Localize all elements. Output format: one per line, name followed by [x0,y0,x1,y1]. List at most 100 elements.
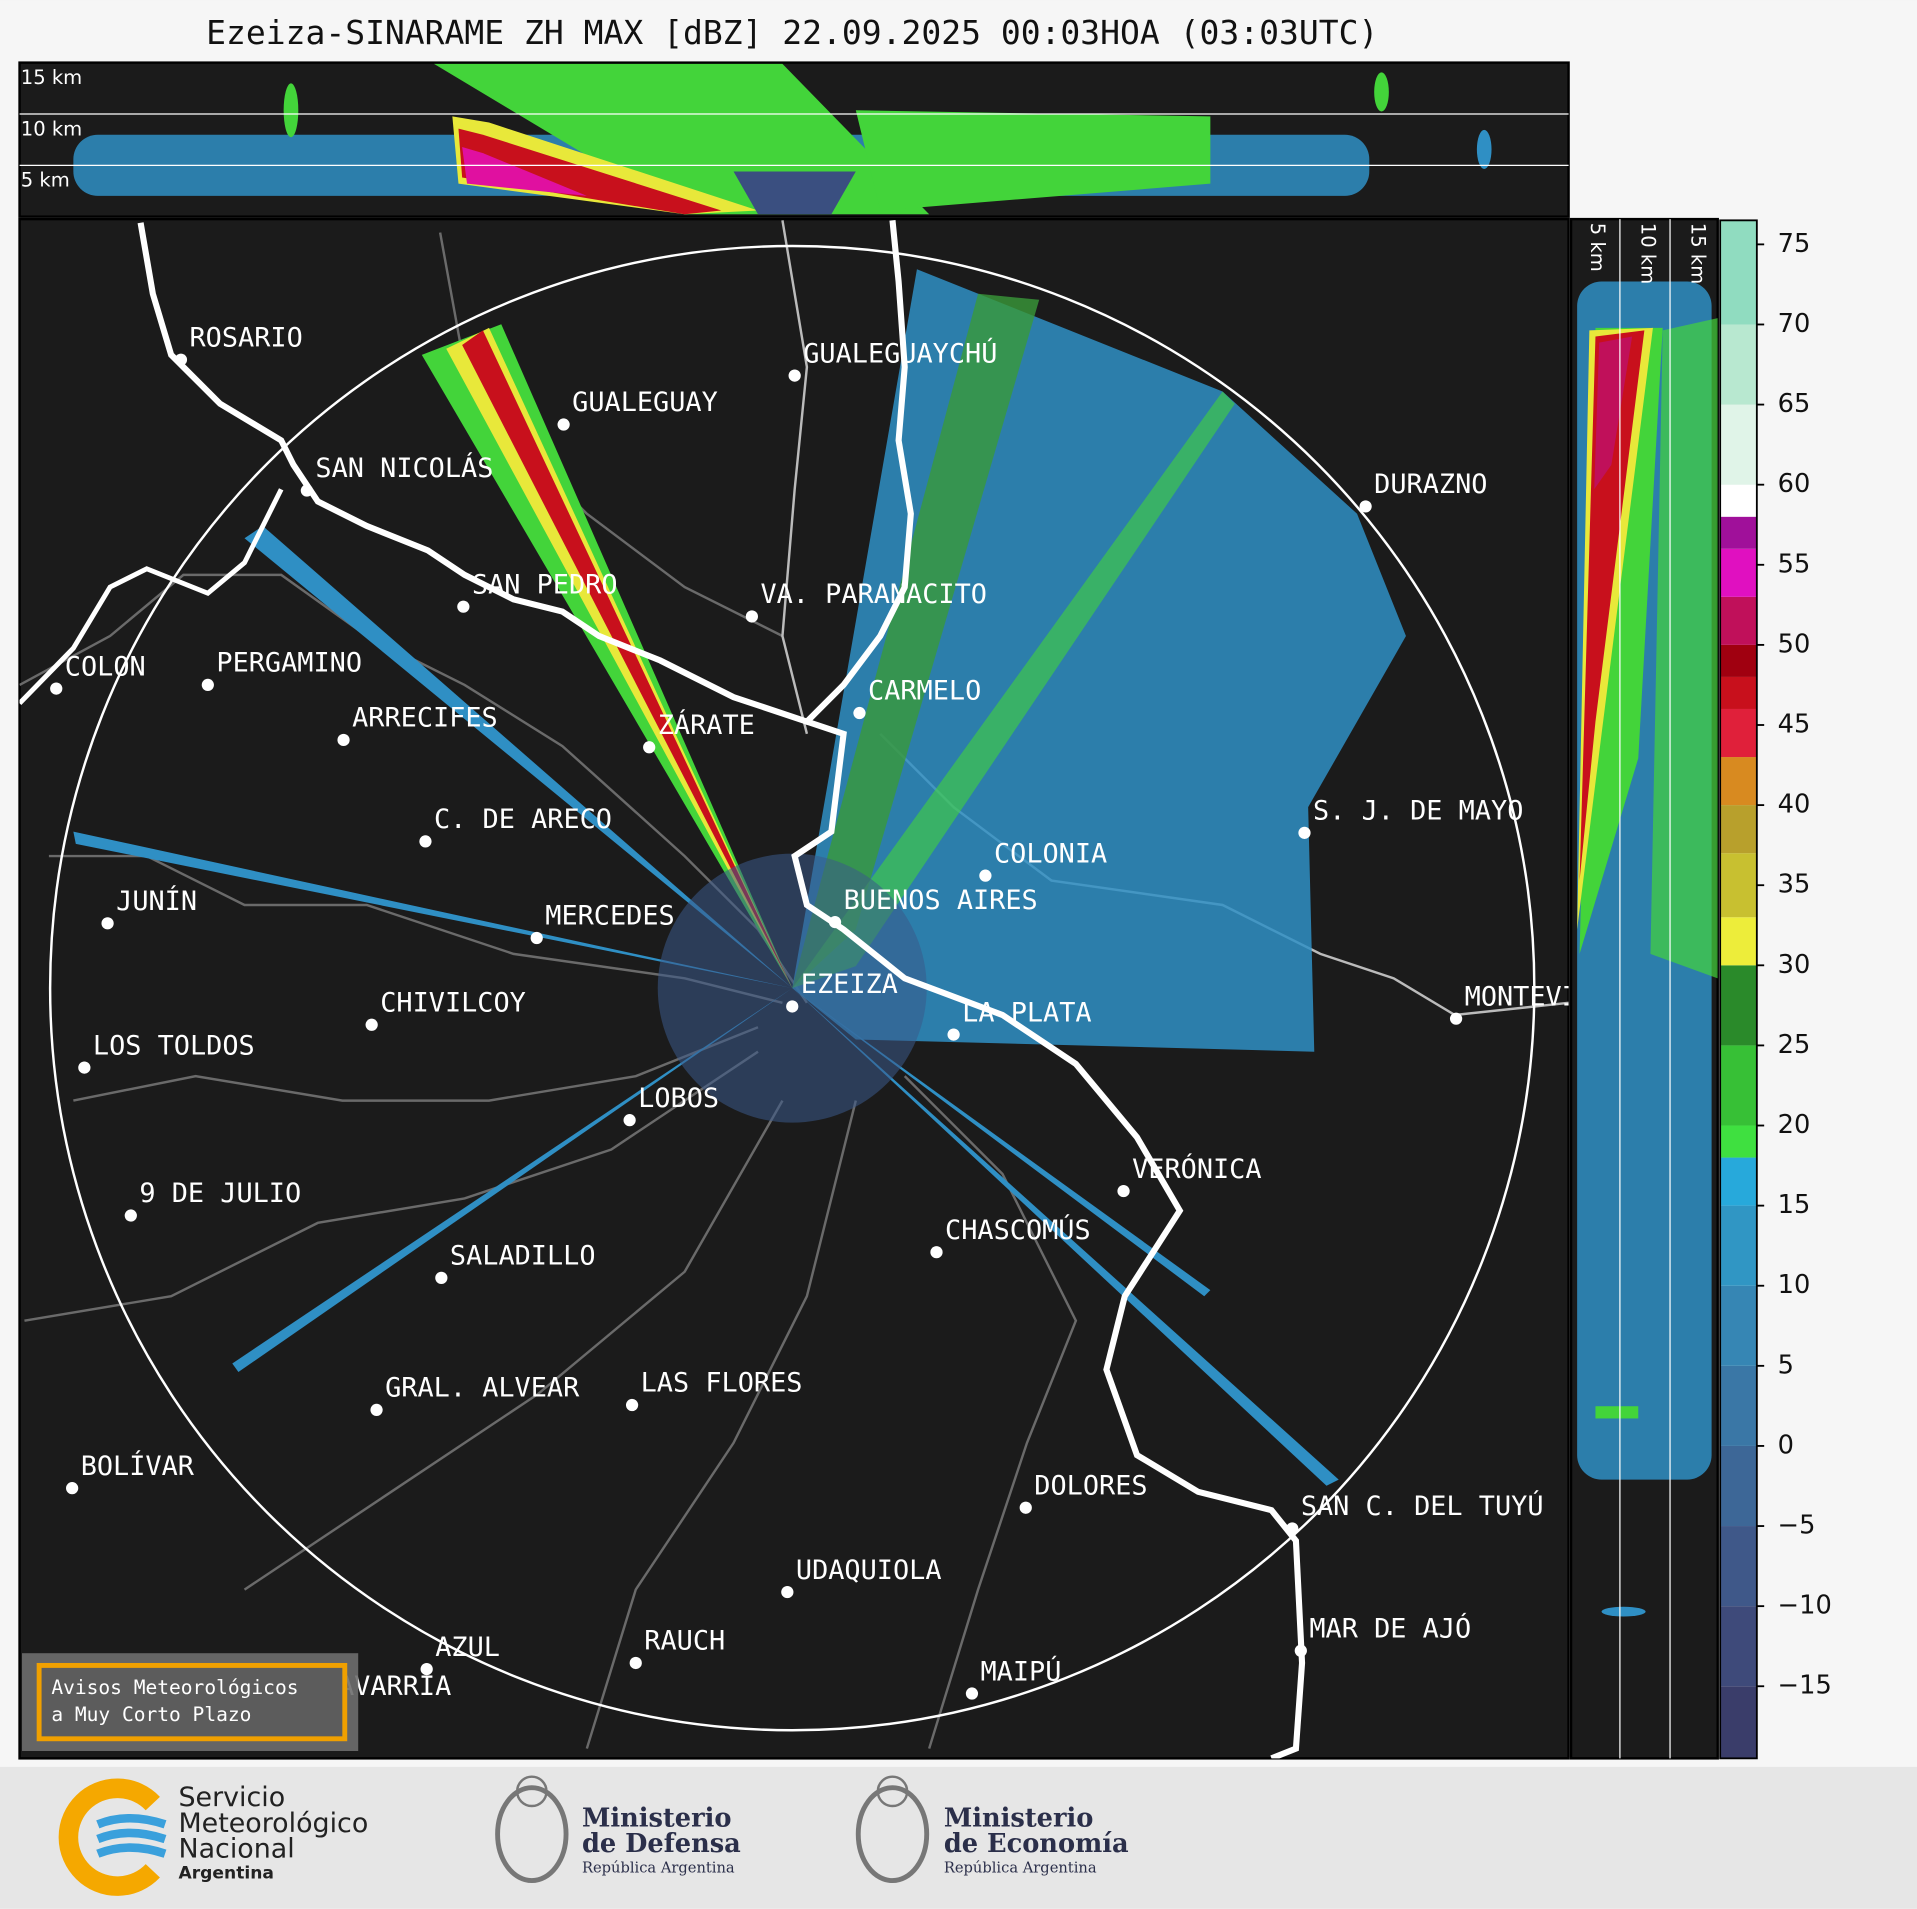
city-label: SAN C. DEL TUYÚ [1301,1490,1544,1522]
logo-text: Ministerio [582,1803,732,1833]
city-label: 9 DE JULIO [139,1178,301,1209]
colorbar-band [1720,596,1757,645]
echoes [73,269,1406,1486]
logo-text: de Economía [944,1829,1129,1859]
city-dot [979,869,992,882]
city-dot [201,678,214,692]
colorbar-band [1720,676,1757,709]
city-label: CHIVILCOY [380,988,526,1019]
city-dot [625,1398,639,1412]
colorbar-tick-label: −5 [1778,1511,1816,1541]
logo-text: Argentina [178,1863,273,1883]
city-dot [557,418,570,431]
city-label: CARMELO [868,676,981,707]
defensa-logo: Ministerio de Defensa República Argentin… [495,1775,741,1884]
colorbar-tick-label: 35 [1778,870,1811,900]
colorbar-tick-label: −10 [1778,1591,1832,1621]
colorbar-band [1720,1365,1757,1446]
city-label: BUENOS AIRES [844,885,1038,916]
logo-text: República Argentina [582,1859,735,1876]
colorbar: −15 −10 −5 0 5 10 15 20 25 30 35 40 45 50 55 60 65 70 75 [1719,219,1832,1760]
colorbar-tick-label: 30 [1778,950,1811,980]
city-dot [781,1585,794,1599]
range-ring [48,244,1536,1732]
colorbar-band [1720,757,1757,806]
river-coast [137,220,914,726]
colorbar-band [1720,324,1757,405]
city-dot [66,1482,79,1495]
side-echoes [1577,281,1718,1617]
colorbar-tick-label: 45 [1778,709,1811,739]
colorbar-band [1720,1157,1757,1206]
city-label: SAN PEDRO [472,569,618,600]
footer-background [0,1766,1917,1909]
city-label: GRAL. ALVEAR [385,1373,580,1404]
city-label: UDAQUIOLA [796,1555,942,1586]
top-label: 10 km [21,117,82,140]
title: Ezeiza-SINARAME ZH MAX [dBZ] 22.09.2025 … [206,13,1378,52]
city-dot [1019,1501,1032,1514]
colorbar-tick-label: 25 [1778,1030,1811,1060]
city-dot [1359,500,1372,513]
colorbar-band [1720,1045,1757,1126]
colorbar-tick-label: −15 [1778,1671,1832,1701]
city-label: MAIPÚ [981,1655,1062,1687]
colorbar-band [1720,917,1757,966]
logo-text: de Defensa [582,1829,741,1859]
colorbar-tick-label: 10 [1778,1270,1811,1300]
city-dot [788,369,801,382]
colorbar-tick-label: 65 [1778,389,1811,419]
city-dot [174,353,188,366]
city-label: LOS TOLDOS [93,1030,255,1061]
colorbar-tick-label: 15 [1778,1190,1811,1220]
logo-text: Ministerio [944,1803,1094,1833]
city-dot [1117,1184,1130,1198]
colorbar-tick-label: 40 [1778,790,1811,820]
city-label: MAR DE AJÓ [1309,1612,1471,1644]
city-label: MERCEDES [545,901,674,932]
city-label: COLON [65,651,146,682]
colorbar-band [1720,484,1757,517]
side-label: 15 km [1686,223,1709,284]
city-label: SAN NICOLÁS [315,452,493,484]
city-dot [643,741,656,754]
colorbar-tick-label: 55 [1778,549,1811,579]
colorbar-band [1720,805,1757,854]
city-dot [337,733,350,747]
map-content: ROSARIO GUALEGUAYCHÚ GUALEGUAY SAN NICOLÁS D… [19,220,1569,1759]
top-label: 5 km [21,169,70,192]
city-dot [365,1018,378,1031]
colorbar-band [1720,516,1757,549]
colorbar-band [1720,1125,1757,1158]
colorbar-frame [1719,219,1758,1760]
city-label: DOLORES [1034,1470,1147,1501]
city-label: ZÁRATE [658,709,755,741]
city-dot [419,835,432,848]
city-dot [435,1271,448,1284]
city-label: GUALEGUAY [572,387,718,418]
cities: ROSARIO GUALEGUAYCHÚ GUALEGUAY SAN NICOLÁS D… [50,322,1569,1715]
city-dot [745,610,758,623]
colorbar-band [1720,644,1757,677]
colorbar-tick-label: 50 [1778,629,1811,659]
city-dot [853,706,866,720]
city-dot [300,484,313,497]
city-label: S. J. DE MAYO [1313,796,1523,827]
city-dot [623,1114,636,1127]
side-label: 10 km [1636,223,1659,284]
colorbar-band [1720,1686,1757,1759]
city-label: COLONIA [994,838,1107,869]
badge [36,1662,348,1742]
city-label: LA PLATA [962,997,1091,1028]
colorbar-band [1720,404,1757,485]
city-label: RAUCH [644,1626,725,1657]
city-label: CHASCOMÚS [945,1214,1091,1246]
city-label: SALADILLO [450,1241,596,1272]
city-dot [457,600,470,613]
city-dot [947,1028,960,1041]
city-label: ROSARIO [189,322,302,353]
badge-text: a Muy Corto Plazo [51,1703,251,1726]
city-label: GUALEGUAYCHÚ [803,337,997,369]
